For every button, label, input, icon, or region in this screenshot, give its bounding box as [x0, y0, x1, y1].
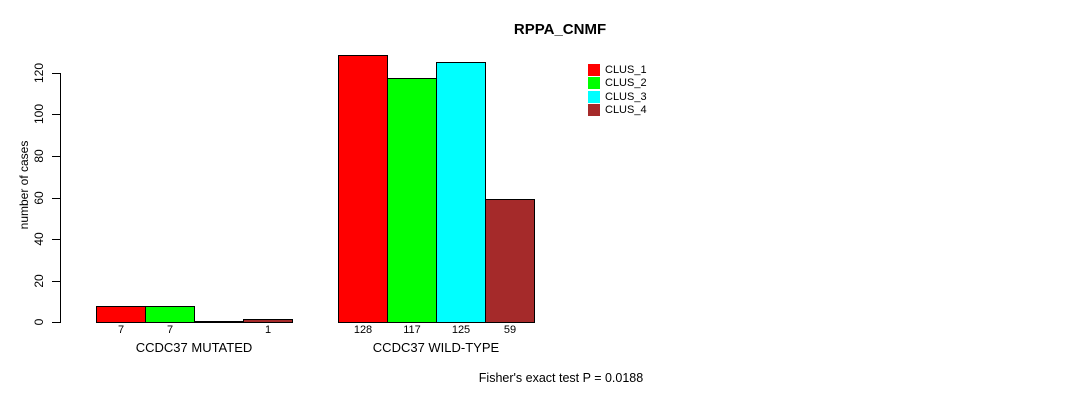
- bar-clus_1-group1: [338, 55, 388, 323]
- y-tick: [52, 73, 60, 74]
- bar-value-label: 7: [117, 324, 125, 336]
- legend-swatch-clus_1: [588, 64, 600, 77]
- chart-title: RPPA_CNMF: [513, 21, 607, 38]
- bar-value-label: 1: [264, 324, 272, 336]
- y-axis-line: [60, 73, 61, 323]
- fisher-test-annotation: Fisher's exact test P = 0.0188: [478, 371, 644, 385]
- y-tick: [52, 239, 60, 240]
- legend-label: CLUS_1: [605, 64, 647, 77]
- bar-value-label: 117: [403, 324, 421, 336]
- legend: CLUS_1 CLUS_2 CLUS_3 CLUS_4: [588, 64, 647, 117]
- bar-clus_3-group0: [194, 321, 244, 323]
- bar-clus_2-group0: [145, 306, 195, 323]
- y-tick-label: 120: [32, 62, 46, 84]
- y-tick: [52, 114, 60, 115]
- x-category-label-mutated: CCDC37 MUTATED: [135, 340, 253, 355]
- x-category-label-wild-type: CCDC37 WILD-TYPE: [372, 340, 500, 355]
- bar-clus_3-group1: [436, 62, 486, 323]
- y-tick-label: 0: [32, 318, 46, 326]
- legend-item-clus_2: CLUS_2: [588, 77, 647, 90]
- legend-label: CLUS_2: [605, 77, 647, 90]
- legend-item-clus_1: CLUS_1: [588, 64, 647, 77]
- bar-clus_4-group0: [243, 319, 293, 323]
- y-tick: [52, 281, 60, 282]
- bar-value-label: 128: [353, 324, 373, 336]
- bar-clus_4-group1: [485, 199, 535, 323]
- legend-label: CLUS_4: [605, 104, 647, 117]
- y-tick: [52, 198, 60, 199]
- legend-item-clus_3: CLUS_3: [588, 90, 647, 103]
- y-tick: [52, 156, 60, 157]
- bar-clus_2-group1: [387, 78, 437, 323]
- y-tick: [52, 322, 60, 323]
- bar-value-label: 7: [166, 324, 174, 336]
- legend-item-clus_4: CLUS_4: [588, 104, 647, 117]
- y-tick-label: 80: [32, 149, 46, 163]
- legend-swatch-clus_4: [588, 104, 600, 117]
- bar-value-label: 59: [503, 324, 517, 336]
- y-axis-label: number of cases: [17, 140, 31, 230]
- legend-label: CLUS_3: [605, 90, 647, 103]
- y-tick-label: 100: [32, 103, 46, 125]
- bar-value-label: 125: [451, 324, 471, 336]
- legend-swatch-clus_2: [588, 77, 600, 90]
- y-tick-label: 20: [32, 274, 46, 288]
- bar-clus_1-group0: [96, 306, 146, 323]
- y-tick-label: 60: [32, 191, 46, 205]
- legend-swatch-clus_3: [588, 90, 600, 103]
- y-tick-label: 40: [32, 232, 46, 246]
